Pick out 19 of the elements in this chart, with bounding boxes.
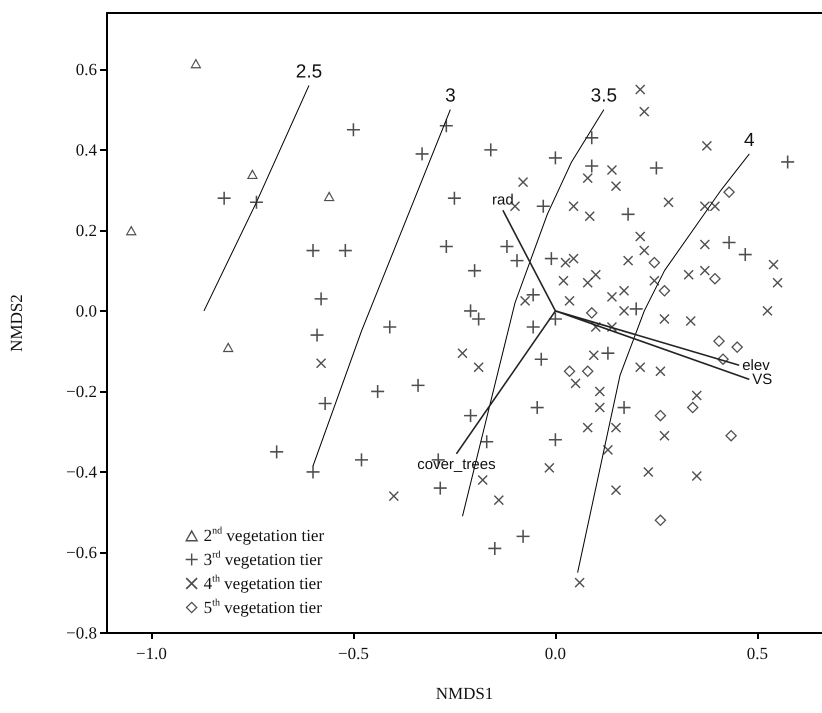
series-label: 3.5 xyxy=(590,86,618,107)
y-tick-label: 0.6 xyxy=(76,60,97,79)
y-tick-label: 0.4 xyxy=(76,140,98,160)
y-tick-label: 0.0 xyxy=(76,301,97,320)
series-label: rad xyxy=(492,191,514,208)
series-label: 2.5 xyxy=(296,61,322,82)
y-tick-label: 0.2 xyxy=(76,220,97,240)
series-label: 3 xyxy=(445,86,456,107)
x-axis-title: NMDS1 xyxy=(436,684,494,703)
x-tick-label: −1.0 xyxy=(136,644,167,663)
series-label: 4 xyxy=(744,130,755,151)
y-axis-title: NMDS2 xyxy=(7,294,26,352)
y-tick-label: −0.8 xyxy=(66,624,97,642)
x-tick-label: 0.5 xyxy=(746,644,768,663)
y-tick-label: −0.4 xyxy=(66,462,98,482)
x-tick-label: 0.0 xyxy=(544,644,566,663)
y-tick-label: −0.6 xyxy=(66,542,97,562)
y-tick-label: −0.2 xyxy=(66,382,97,401)
x-tick-label: −0.5 xyxy=(338,644,369,663)
